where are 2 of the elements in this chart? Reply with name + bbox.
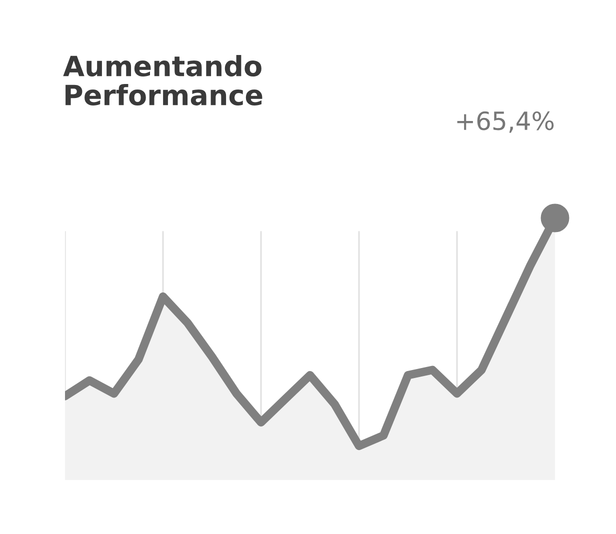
chart-title: Aumentando Performance	[63, 55, 262, 106]
text: +65,4%	[457, 111, 554, 133]
